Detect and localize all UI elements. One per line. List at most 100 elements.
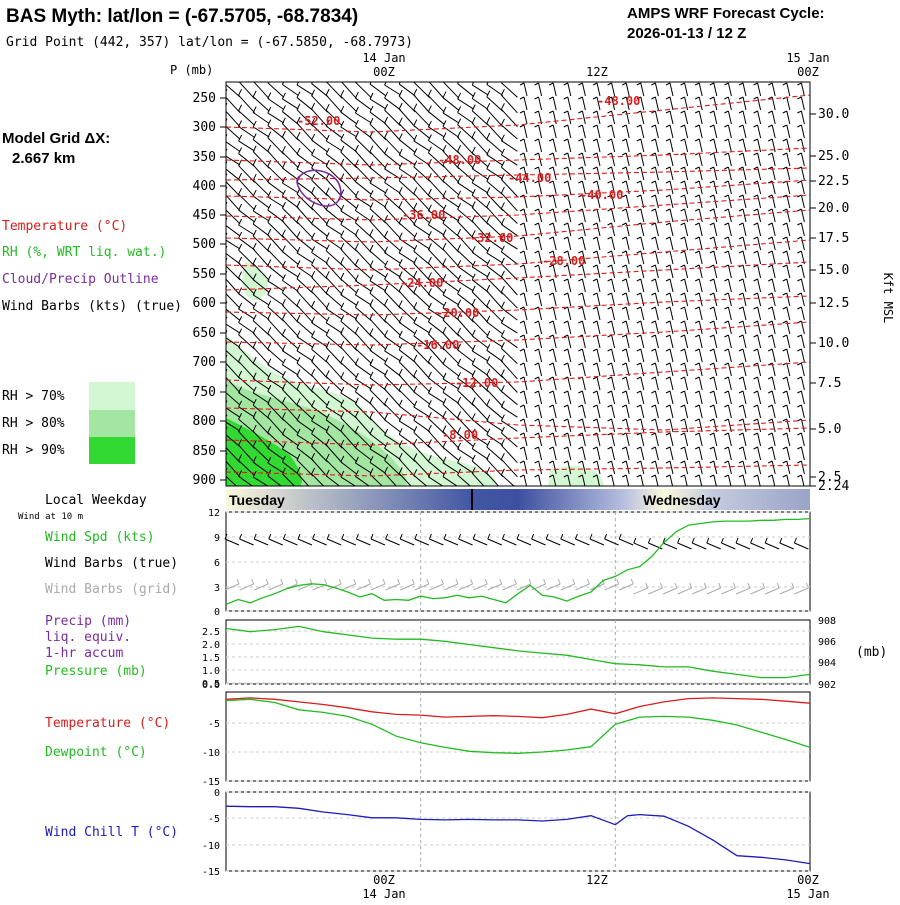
wind-barb (354, 342, 372, 364)
wind-barb (427, 302, 445, 320)
wind-barb (578, 152, 586, 167)
wind-barb (325, 400, 343, 418)
wind-chill-line (225, 805, 811, 865)
wind-barb (281, 467, 296, 486)
wind-barb (621, 432, 630, 447)
pressure-tick-label: 700 (193, 355, 216, 370)
wind-barb (607, 348, 616, 363)
wind-barb (724, 194, 732, 209)
wind-barb (500, 468, 515, 486)
wind-barb (471, 467, 485, 486)
wind-barb (563, 278, 572, 293)
wind-barb (471, 298, 489, 324)
wind-barb (563, 292, 572, 307)
wind-barb-grid (706, 582, 722, 595)
wind-barb (296, 260, 314, 278)
wind-barb (797, 166, 805, 181)
wind-barb (281, 371, 299, 392)
wind-barb (238, 400, 255, 418)
wind-barb (636, 446, 645, 461)
wind-barb (767, 152, 776, 167)
height-tick-label: 15.0 (818, 263, 849, 278)
wind-barb (621, 376, 630, 391)
wind-barb (563, 460, 572, 475)
value-tick-label: 9 (214, 533, 220, 544)
wind-barb (651, 222, 659, 237)
wind-barb (413, 316, 431, 334)
wind-barb (471, 260, 489, 278)
wind-barb (296, 284, 314, 310)
wind-barb (281, 201, 299, 225)
wind-barb (398, 133, 416, 153)
wind-barb (427, 134, 445, 152)
wind-barb (354, 358, 372, 377)
wind-barb (592, 446, 601, 461)
wind-barb (607, 334, 616, 349)
wind-barb-grid (356, 578, 371, 591)
wind-barb (694, 306, 703, 321)
wind-barb (471, 397, 489, 421)
wind-barb (442, 313, 460, 337)
wind-barb (325, 453, 343, 477)
wind-barb (694, 208, 703, 223)
wind-barb-grid (385, 578, 401, 591)
wind-barb (636, 166, 645, 181)
wind-barb-true (341, 533, 356, 546)
top-hour-00z: 00Z (373, 65, 395, 79)
wind-barb (238, 425, 255, 449)
wind-barb (694, 446, 703, 461)
wind-barb (563, 96, 572, 111)
wind-barb (724, 432, 732, 447)
wind-barb (782, 222, 791, 237)
wind-barb (486, 271, 504, 295)
wind-barb (486, 428, 504, 446)
wind-barb (354, 385, 372, 405)
wind-barb (694, 418, 703, 433)
wind-barb (267, 456, 285, 474)
wind-barb (325, 256, 343, 282)
wind-barb (709, 348, 718, 363)
wind-barb (519, 460, 528, 475)
model-grid-value: 2.667 km (12, 150, 75, 167)
wind-barb (636, 180, 645, 195)
wind-barb (471, 116, 489, 142)
wind-barb (500, 452, 518, 478)
wind-barb (753, 236, 762, 251)
wind-barb (398, 368, 416, 394)
wind-barb (398, 102, 416, 128)
wind-barb (252, 173, 270, 197)
wind-barb (457, 358, 474, 376)
wind-barb (267, 300, 285, 322)
wind-barb (486, 132, 504, 154)
wind-barb-true (399, 533, 415, 546)
wind-barb (680, 348, 689, 363)
wind-barb (369, 105, 387, 125)
wind-barb-true (618, 533, 634, 546)
wind-barb (384, 466, 397, 486)
height-tick-label: 12.5 (818, 296, 849, 311)
pressure-tick-label: 250 (193, 91, 216, 106)
pressure-tick-label: 450 (193, 208, 216, 223)
wind-barb-grid (297, 578, 313, 591)
wind-barb (578, 390, 586, 405)
wind-barb (636, 138, 645, 153)
wind-barb (578, 446, 586, 461)
wind-barb (548, 124, 557, 139)
wind-barb (592, 418, 601, 433)
wind-barb (563, 320, 572, 335)
wind-barb (238, 159, 255, 183)
wind-barb (325, 187, 343, 211)
wind-barb (709, 404, 718, 419)
wind-barb-true (385, 533, 400, 546)
wind-barb (636, 292, 645, 307)
wind-barb (738, 222, 747, 237)
wind-barb (753, 334, 762, 349)
wind-speed-label: Wind Spd (kts) (45, 530, 155, 545)
wind-barb (621, 110, 630, 125)
wind-barb (753, 292, 762, 307)
wind-barb (471, 92, 489, 110)
height-tick-label: 25.0 (818, 149, 849, 164)
wind-barb (340, 105, 358, 125)
wind-barb (238, 88, 255, 114)
